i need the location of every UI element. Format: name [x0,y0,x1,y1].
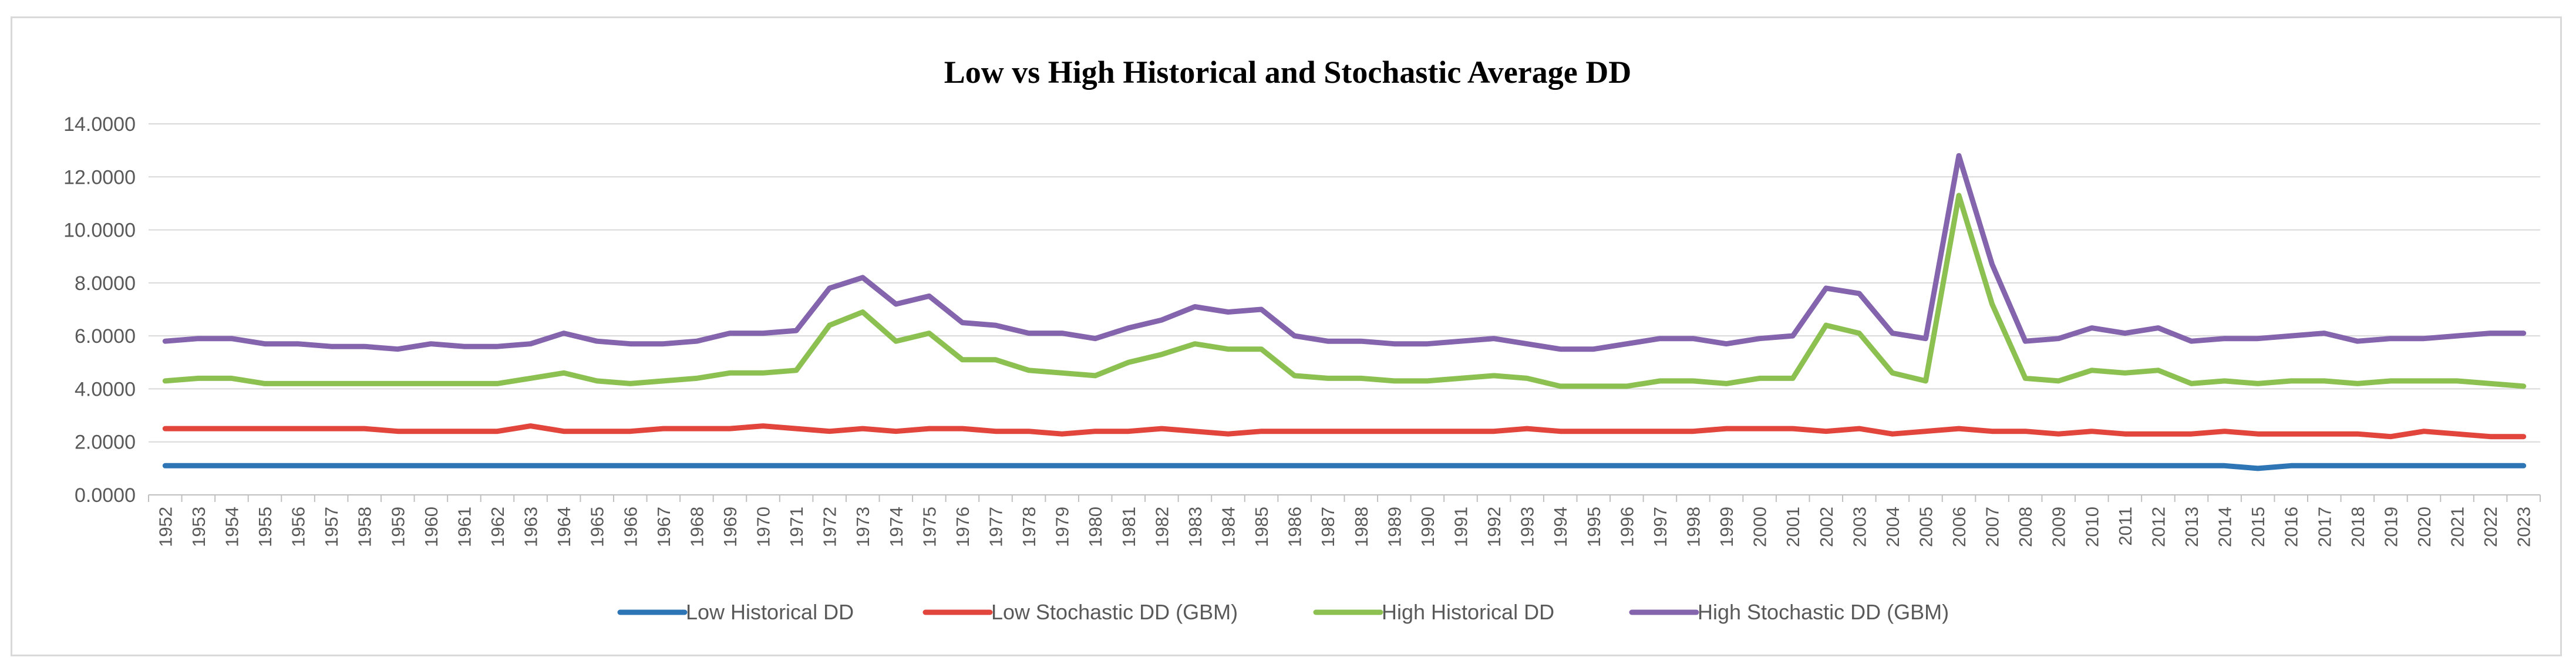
x-tick-label: 2015 [2248,507,2268,547]
y-tick-label: 2.0000 [75,431,136,454]
x-tick-label: 1970 [753,507,774,547]
x-tick-label: 2002 [1816,507,1837,547]
x-tick-label: 2016 [2281,507,2302,547]
y-axis: 0.0000 2.0000 4.0000 6.0000 8.0000 10.0000 12.… [63,113,136,507]
x-tick-label: 1995 [1584,507,1604,547]
chart-title: Low vs High Historical and Stochastic Av… [944,55,1631,90]
x-tick-label: 1961 [454,507,474,547]
legend: Low Historical DD Low Stochastic DD (GBM)… [617,600,1949,624]
x-tick-label: 2006 [1949,507,1969,547]
y-tick-label: 14.0000 [63,113,136,136]
x-tick-label: 1974 [886,507,907,547]
x-tick-label: 1989 [1384,507,1405,547]
legend-label-0: Low Historical DD [686,600,854,624]
x-tick-label: 2005 [1915,507,1936,547]
x-tick-label: 1990 [1417,507,1438,547]
legend-label-2: High Historical DD [1382,600,1554,624]
series-line-3 [162,153,2527,352]
x-tick-label: 1994 [1550,507,1571,547]
y-tick-label: 10.0000 [63,220,136,242]
x-tick-label: 1971 [786,507,807,547]
x-tick-label: 1966 [620,507,641,547]
x-tick-label: 1984 [1218,507,1239,547]
x-tick-label: 2018 [2348,507,2368,547]
x-tick-label: 1979 [1052,507,1073,547]
x-axis: 1952 1953 1954 1955 1956 1957 1958 1959 1960 1961… [148,495,2541,547]
x-tick-label: 2021 [2447,507,2468,547]
y-tick-label: 0.0000 [75,484,136,507]
x-tick-label: 1977 [986,507,1006,547]
x-tick-label: 1952 [155,507,176,547]
x-tick-label: 1973 [853,507,873,547]
x-tick-label: 1986 [1285,507,1305,547]
y-tick-label: 8.0000 [75,272,136,295]
x-tick-label: 1997 [1650,507,1671,547]
x-tick-label: 1983 [1185,507,1205,547]
legend-label-1: Low Stochastic DD (GBM) [991,600,1238,624]
x-tick-label: 2013 [2181,507,2202,547]
x-tick-label: 2008 [2015,507,2036,547]
x-tick-label: 1956 [288,507,309,547]
x-tick-label: 1963 [521,507,541,547]
x-tick-label: 1962 [487,507,508,547]
x-tick-label: 2010 [2082,507,2102,547]
x-tick-label: 1981 [1119,507,1139,547]
x-tick-label: 2019 [2380,507,2401,547]
x-tick-label: 2017 [2314,507,2335,547]
x-tick-label: 1987 [1318,507,1338,547]
series-lines [162,153,2527,471]
y-tick-label: 12.0000 [63,166,136,188]
x-tick-label: 2014 [2215,507,2235,547]
series-line-1 [162,423,2527,440]
x-tick-label: 1975 [919,507,940,547]
x-tick-label: 1957 [321,507,342,547]
x-tick-label: 1996 [1617,507,1637,547]
x-tick-label: 1982 [1151,507,1172,547]
x-tick-label: 2022 [2480,507,2501,547]
x-tick-label: 2004 [1883,507,1903,547]
series-line-2 [162,193,2527,389]
x-tick-label: 1964 [554,507,574,547]
x-tick-label: 1965 [587,507,608,547]
x-tick-label: 1972 [820,507,840,547]
x-tick-label: 1960 [421,507,442,547]
x-tick-label: 2001 [1783,507,1803,547]
y-tick-label: 4.0000 [75,378,136,400]
x-tick-label: 1967 [654,507,674,547]
x-tick-label: 1958 [355,507,375,547]
x-tick-label: 1993 [1517,507,1538,547]
x-tick-label: 1978 [1019,507,1039,547]
x-tick-label: 2000 [1750,507,1770,547]
chart-frame: Low vs High Historical and Stochastic Av… [11,16,2562,656]
x-tick-label: 1985 [1251,507,1272,547]
x-tick-label: 1968 [686,507,707,547]
x-tick-label: 2003 [1849,507,1870,547]
x-tick-label: 1959 [388,507,408,547]
x-tick-label: 1991 [1450,507,1471,547]
x-tick-label: 1954 [221,507,242,547]
x-tick-label: 1953 [188,507,209,547]
x-tick-label: 1980 [1085,507,1106,547]
legend-label-3: High Stochastic DD (GBM) [1698,600,1949,624]
x-tick-label: 2012 [2148,507,2168,547]
x-tick-label: 1955 [255,507,275,547]
line-chart: Low vs High Historical and Stochastic Av… [63,55,2541,624]
x-tick-label: 2023 [2514,507,2534,547]
x-tick-label: 1988 [1351,507,1372,547]
x-tick-label: 1976 [952,507,973,547]
x-tick-label: 2020 [2414,507,2434,547]
y-tick-label: 6.0000 [75,325,136,348]
x-tick-label: 2011 [2115,507,2136,546]
x-tick-label: 2009 [2049,507,2069,547]
x-tick-label: 2007 [1982,507,2003,547]
gridlines [149,123,2540,495]
x-tick-label: 1999 [1716,507,1737,547]
series-line-0 [162,463,2527,471]
x-tick-label: 1969 [720,507,740,547]
x-tick-label: 1992 [1484,507,1504,547]
x-tick-label: 1998 [1683,507,1703,547]
